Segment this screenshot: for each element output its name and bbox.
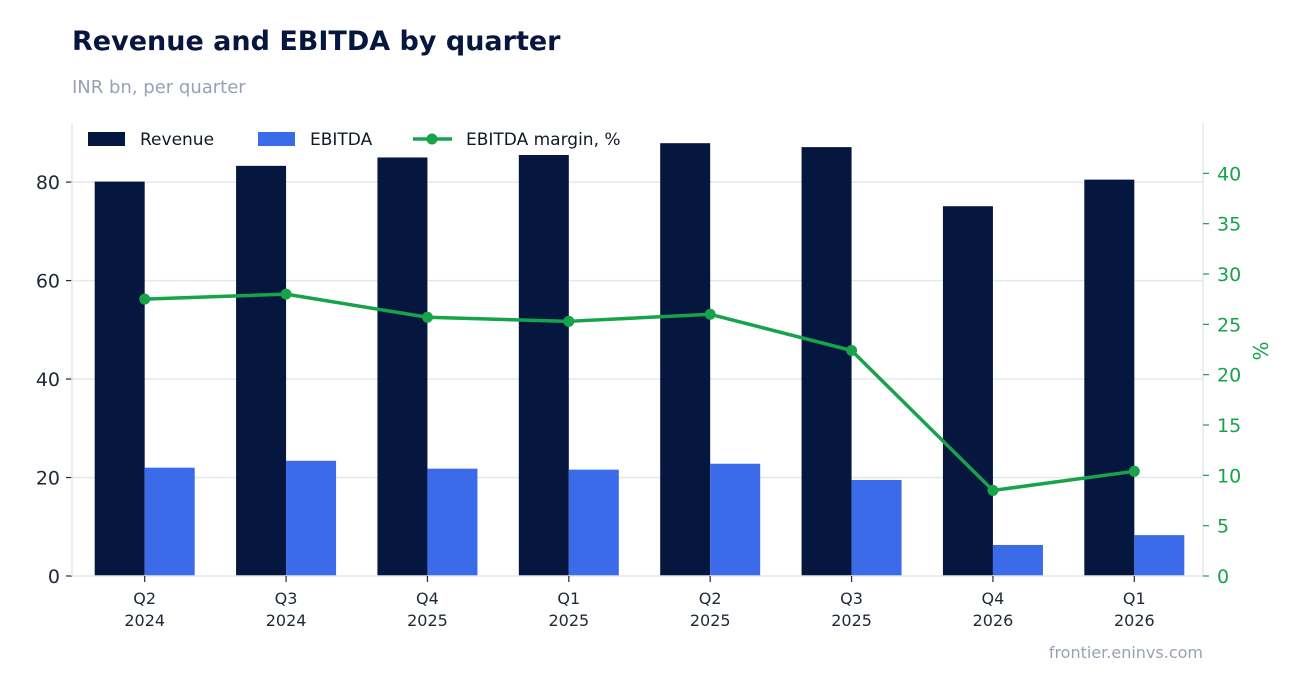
y-right-tick-label: 10 (1217, 465, 1241, 487)
margin-point (1128, 465, 1140, 477)
y-right-tick-label: 25 (1217, 314, 1241, 336)
x-tick-label-quarter: Q2 (133, 589, 156, 608)
chart-subtitle: INR bn, per quarter (72, 77, 246, 98)
legend-label-ebitda: EBITDA (310, 130, 373, 150)
revenue-bar (377, 157, 428, 576)
legend-swatch-revenue (88, 132, 125, 146)
margin-line-path (144, 292, 1135, 493)
revenue-bar (660, 143, 711, 576)
ebitda-bar (286, 460, 337, 576)
margin-point (563, 315, 575, 327)
source-label: frontier.eninvs.com (1048, 643, 1203, 662)
x-tick-label-year: 2026 (1114, 611, 1155, 630)
margin-line (139, 288, 1140, 496)
x-tick-label-year: 2025 (690, 611, 731, 630)
y-right-tick-label: 5 (1217, 516, 1229, 538)
y-left-tick-label: 60 (36, 271, 60, 293)
ebitda-bar (710, 463, 761, 576)
y-left-tick-label: 80 (36, 172, 60, 194)
margin-point (704, 308, 716, 320)
x-tick-label-quarter: Q1 (557, 589, 580, 608)
ebitda-bar (144, 467, 195, 576)
y-right-axis-label: % (1249, 341, 1273, 360)
x-tick-label-year: 2024 (124, 611, 165, 630)
legend-label-revenue: Revenue (140, 130, 214, 150)
revenue-bar (1084, 179, 1135, 576)
margin-point (421, 311, 433, 323)
ebitda-bar (992, 544, 1043, 576)
revenue-bar (518, 155, 569, 576)
margin-point (987, 484, 999, 496)
y-right-tick-label: 30 (1217, 264, 1241, 286)
y-left-tick-label: 20 (36, 468, 60, 490)
y-right-tick-label: 40 (1217, 163, 1241, 185)
x-tick-label-quarter: Q4 (416, 589, 439, 608)
x-tick-label-year: 2026 (973, 611, 1014, 630)
revenue-bar (94, 181, 145, 577)
ebitda-bar (851, 479, 902, 576)
ebitda-bar (1134, 535, 1185, 576)
x-tick-label-quarter: Q4 (982, 589, 1005, 608)
y-right-tick-label: 0 (1217, 566, 1229, 588)
margin-point (139, 293, 151, 305)
y-left-tick-label: 0 (48, 566, 60, 588)
ebitda-bar (568, 469, 619, 576)
x-tick-label-quarter: Q1 (1123, 589, 1146, 608)
bars (94, 143, 1185, 577)
margin-point (280, 288, 292, 300)
revenue-bar (942, 206, 993, 577)
legend-swatch-ebitda (258, 132, 295, 146)
y-right-tick-label: 20 (1217, 365, 1241, 387)
x-tick-label-quarter: Q3 (840, 589, 863, 608)
revenue-bar (801, 147, 852, 576)
y-right-tick-label: 15 (1217, 415, 1241, 437)
chart-title: Revenue and EBITDA by quarter (72, 26, 561, 57)
revenue-bar (236, 165, 287, 576)
legend-label-margin: EBITDA margin, % (466, 130, 621, 150)
legend-marker-margin (426, 133, 438, 145)
ebitda-bar (427, 468, 478, 576)
y-left-tick-label: 40 (36, 369, 60, 391)
x-tick-label-year: 2025 (548, 611, 589, 630)
x-tick-label-quarter: Q3 (275, 589, 298, 608)
x-tick-label-year: 2025 (831, 611, 872, 630)
axes: 0204060800510152025303540%Q22024Q32024Q4… (36, 123, 1273, 630)
x-tick-label-year: 2024 (266, 611, 307, 630)
margin-point (846, 345, 858, 357)
y-right-tick-label: 35 (1217, 214, 1241, 236)
x-tick-label-year: 2025 (407, 611, 448, 630)
x-tick-label-quarter: Q2 (699, 589, 722, 608)
legend: Revenue EBITDA EBITDA margin, % (88, 130, 621, 150)
